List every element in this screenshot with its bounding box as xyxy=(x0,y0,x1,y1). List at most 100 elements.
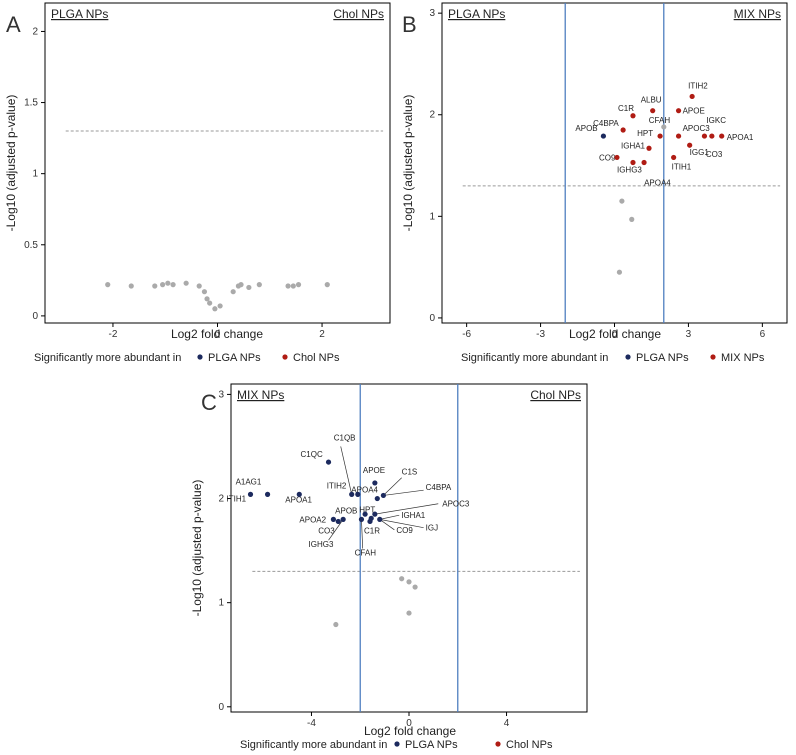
left-condition-label: PLGA NPs xyxy=(51,7,108,21)
data-point-left xyxy=(349,491,355,497)
y-axis-title: -Log10 (adjusted p-value) xyxy=(190,480,204,617)
label-leader-line xyxy=(383,489,424,496)
data-point-right xyxy=(687,142,693,148)
protein-label: C1R xyxy=(364,526,380,535)
y-tick-label: 2 xyxy=(218,494,224,505)
left-condition-label: MIX NPs xyxy=(237,388,284,402)
y-tick-label: 0.5 xyxy=(24,240,38,251)
data-point-ns xyxy=(399,576,405,582)
panel-letter-a: A xyxy=(6,12,21,37)
data-point-left xyxy=(340,516,346,522)
data-point-ns xyxy=(212,306,218,312)
data-point-left xyxy=(330,516,337,522)
x-tick-label: -6 xyxy=(462,329,471,340)
protein-label: ITIH1 xyxy=(672,162,692,171)
y-tick-label: 2 xyxy=(429,110,435,121)
x-tick-label: 2 xyxy=(319,329,325,340)
label-leader-line xyxy=(379,514,400,520)
data-point-ns xyxy=(152,283,158,289)
legend-marker-right xyxy=(710,354,716,360)
data-point-right xyxy=(614,154,620,161)
protein-label: HPT xyxy=(637,129,653,138)
y-tick-label: 0 xyxy=(429,313,435,324)
data-point-ns xyxy=(246,284,252,291)
data-point-ns xyxy=(238,282,244,288)
protein-label: CFAH xyxy=(649,116,671,125)
data-point-ns xyxy=(616,269,623,275)
x-tick-label: 6 xyxy=(760,329,766,340)
protein-label: APOA1 xyxy=(285,495,312,504)
data-point-ns xyxy=(295,282,302,288)
x-tick-label: -3 xyxy=(536,329,545,340)
data-point-right xyxy=(675,133,682,139)
protein-label: C1S xyxy=(402,468,418,477)
protein-label: C4BPA xyxy=(426,483,452,492)
right-condition-label: Chol NPs xyxy=(530,388,581,402)
protein-label: IGHG3 xyxy=(617,165,642,174)
x-tick-label: 4 xyxy=(504,718,510,729)
protein-label: CO9 xyxy=(599,153,616,162)
y-tick-label: 1.5 xyxy=(24,98,38,109)
x-axis-title: Log2 fold change xyxy=(569,327,661,341)
protein-label: A1AG1 xyxy=(236,477,262,486)
data-point-ns xyxy=(204,296,210,302)
data-point-ns xyxy=(128,283,134,289)
data-point-ns xyxy=(183,280,189,286)
protein-label: APOC3 xyxy=(442,500,470,509)
right-condition-label: MIX NPs xyxy=(734,7,781,21)
protein-label: APOA1 xyxy=(727,133,754,142)
protein-label: ALBU xyxy=(641,96,662,105)
data-point-ns xyxy=(217,303,223,309)
protein-label: IGG1 xyxy=(690,148,710,157)
y-tick-label: 1 xyxy=(32,169,38,180)
protein-label: APOE xyxy=(683,107,705,116)
data-point-left xyxy=(377,516,383,522)
data-point-ns xyxy=(661,124,667,130)
protein-label: CO3 xyxy=(706,150,723,159)
y-tick-label: 0 xyxy=(32,311,38,322)
protein-label: C1QC xyxy=(301,450,323,459)
protein-label: IGJ xyxy=(426,524,438,533)
y-tick-label: 1 xyxy=(218,598,224,609)
data-point-left xyxy=(358,516,365,522)
data-point-ns xyxy=(629,216,635,222)
protein-label: APOE xyxy=(363,466,385,475)
protein-label: APOC3 xyxy=(683,124,711,133)
legend-marker-right xyxy=(282,354,288,360)
legend-marker-right xyxy=(495,741,501,747)
data-point-ns xyxy=(406,579,412,585)
protein-label: CO3 xyxy=(318,526,335,535)
panel-letter-b: B xyxy=(402,12,417,37)
legend-item-label: Chol NPs xyxy=(293,352,340,364)
data-point-ns xyxy=(406,610,412,616)
label-leader-line xyxy=(328,519,344,541)
legend-title: Significantly more abundant in xyxy=(461,352,608,364)
data-point-left xyxy=(247,491,254,497)
data-point-left xyxy=(380,492,386,499)
volcano-plot-a: 0 0.5 1 1.5 2 -2 0 2 PLGA NPs Chol NPs Log2 fold c… xyxy=(4,2,391,364)
data-point-left xyxy=(362,511,368,517)
x-tick-label: 0 xyxy=(612,329,618,340)
y-tick-label: 1 xyxy=(429,211,435,222)
x-tick-label: 0 xyxy=(215,329,221,340)
data-point-left xyxy=(335,518,341,525)
x-axis-title: Log2 fold change xyxy=(364,724,456,738)
data-point-right xyxy=(675,108,682,114)
left-condition-label: PLGA NPs xyxy=(448,7,505,21)
legend-marker-left xyxy=(197,354,203,360)
data-point-right xyxy=(671,154,677,161)
panel-letter-c: C xyxy=(201,390,217,415)
data-point-right xyxy=(641,159,647,166)
data-point-ns xyxy=(619,198,625,204)
data-point-left xyxy=(325,459,332,465)
protein-label: ITIH2 xyxy=(327,481,347,490)
x-tick-label: -4 xyxy=(307,718,316,729)
protein-label: CO9 xyxy=(396,526,413,535)
data-point-right xyxy=(719,133,725,139)
x-tick-label: 3 xyxy=(686,329,692,340)
data-point-right xyxy=(689,93,695,100)
protein-label: C1R xyxy=(618,104,634,113)
y-tick-label: 0 xyxy=(218,702,224,713)
data-point-ns xyxy=(170,282,176,288)
